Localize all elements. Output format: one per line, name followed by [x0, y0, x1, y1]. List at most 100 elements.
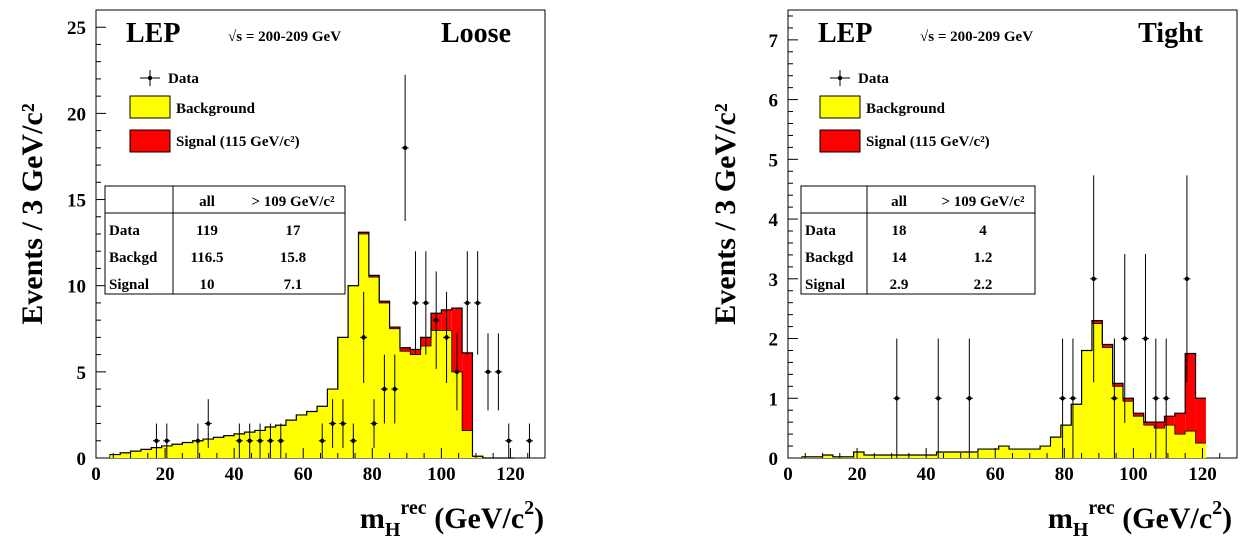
data-point: [506, 438, 511, 443]
x-tick-label: 0: [91, 464, 101, 485]
data-point: [361, 335, 366, 340]
data-point: [257, 438, 263, 443]
x-label-sup: rec: [400, 497, 426, 519]
background-bar: [472, 456, 483, 458]
signal-bar: [358, 232, 369, 234]
background-bar: [140, 449, 152, 458]
y-tick-label: 5: [77, 363, 87, 384]
background-bar: [946, 452, 958, 458]
legend-signal-swatch: [129, 129, 171, 153]
y-tick-label: 0: [769, 449, 779, 470]
y-tick-label: 0: [77, 449, 87, 470]
background-bar: [1154, 428, 1165, 458]
y-tick-label: 6: [769, 91, 779, 112]
background-bar: [905, 455, 916, 458]
legend-background-label: Background: [176, 101, 256, 117]
background-bar: [337, 337, 349, 458]
x-tick-label: 100: [1119, 464, 1148, 485]
x-axis-label: mHrec (GeV/c2): [1048, 497, 1232, 538]
legend-signal-label: Signal (115 GeV/c²): [176, 134, 300, 150]
data-point: [351, 438, 356, 443]
background-bar: [399, 351, 411, 458]
background-bar: [441, 330, 452, 458]
signal-bar: [1185, 353, 1196, 432]
background-bar: [223, 435, 235, 458]
signal-bar: [1112, 383, 1124, 387]
background-bar: [1091, 323, 1103, 458]
signal-bar: [1123, 398, 1134, 402]
background-bar: [915, 455, 927, 458]
background-bar: [1185, 431, 1196, 458]
background-bar: [874, 455, 885, 458]
background-bar: [420, 346, 432, 458]
x-axis-label: mHrec (GeV/c2): [360, 497, 544, 538]
legend-signal-swatch: [819, 129, 861, 153]
data-point: [1163, 396, 1169, 401]
x-tick-label: 20: [156, 464, 175, 485]
data-point: [382, 386, 387, 392]
y-tick-label: 7: [769, 31, 779, 52]
legend-background-swatch: [819, 95, 861, 119]
data-point: [423, 300, 429, 306]
background-bar: [306, 411, 318, 458]
signal-bar: [1102, 344, 1113, 348]
table-cell: 2.9: [890, 277, 909, 293]
data-point: [402, 145, 408, 151]
data-point: [154, 438, 159, 443]
data-point: [485, 369, 491, 375]
signal-bar: [462, 352, 473, 431]
background-bar: [1081, 350, 1092, 458]
y-tick-label: 25: [67, 18, 86, 39]
background-bar: [988, 449, 999, 458]
table-row-label: Backgd: [805, 250, 854, 266]
background-bar: [410, 354, 421, 458]
background-bar: [1102, 347, 1113, 458]
data-point: [1153, 396, 1159, 401]
x-label-unit: (GeV/c: [427, 502, 524, 535]
background-bar: [895, 455, 906, 458]
data-point: [268, 438, 273, 443]
table-row-label: Backgd: [109, 250, 158, 266]
x-tick-label: 80: [1055, 464, 1074, 485]
background-bar: [1040, 446, 1051, 458]
selection-label: Loose: [441, 18, 511, 49]
background-bar: [1050, 437, 1061, 458]
background-bar: [203, 439, 214, 458]
data-point: [894, 396, 899, 401]
x-label-sub: H: [1073, 519, 1089, 538]
table-row-label: Signal: [805, 277, 845, 293]
background-bar: [863, 455, 875, 458]
data-point: [475, 300, 480, 306]
x-label-unit: (GeV/c: [1115, 502, 1212, 535]
legend-signal-label: Signal (115 GeV/c²): [866, 134, 990, 150]
background-bar: [1112, 386, 1124, 458]
data-point: [527, 438, 532, 443]
summary-table: [800, 185, 1036, 295]
x-label-unit-close: ): [534, 502, 544, 535]
background-bar: [1195, 443, 1206, 458]
x-label-unit-close: ): [1222, 502, 1232, 535]
background-bar: [853, 452, 864, 458]
signal-bar: [1143, 422, 1155, 426]
data-point: [1184, 276, 1190, 281]
legend-data-label: Data: [168, 71, 199, 87]
data-point: [320, 438, 325, 443]
y-tick-label: 2: [769, 330, 779, 351]
data-point: [1143, 336, 1148, 341]
signal-bar: [368, 275, 380, 278]
data-point: [392, 386, 397, 392]
table-row-label: Data: [805, 223, 836, 239]
background-bar: [1164, 425, 1175, 458]
x-label-sup: rec: [1088, 497, 1114, 519]
signal-bar: [1091, 320, 1103, 324]
background-bar: [1071, 404, 1082, 458]
table-cell: 17: [286, 223, 302, 239]
legend-background-label: Background: [866, 101, 946, 117]
data-point: [1122, 336, 1127, 341]
background-bar: [171, 444, 183, 458]
x-label-main: m: [360, 502, 385, 535]
table-cell: 15.8: [280, 250, 306, 266]
data-point: [278, 438, 283, 443]
background-bar: [1029, 449, 1041, 458]
